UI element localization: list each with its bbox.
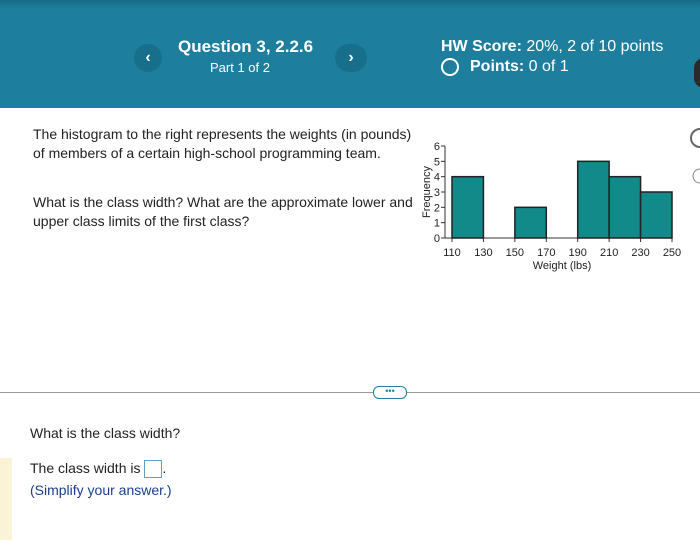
hw-score: HW Score: 20%, 2 of 10 points <box>441 38 663 56</box>
answer-prefix: The class width is <box>30 460 141 476</box>
x-tick-label: 170 <box>537 247 555 259</box>
answer-suffix: . <box>162 460 167 476</box>
hint: (Simplify your answer.) <box>30 482 172 498</box>
question-title: Question 3, 2.2.6 <box>178 37 314 56</box>
bar <box>639 191 673 239</box>
score-value: 20%, 2 of 10 points <box>526 38 664 55</box>
x-axis-label: Weight (lbs) <box>533 260 591 272</box>
side-icon[interactable] <box>692 168 700 184</box>
y-axis-label: Frequency <box>421 166 433 218</box>
x-tick-label: 250 <box>663 247 681 259</box>
bar <box>514 206 548 239</box>
x-tick-label: 230 <box>631 247 649 259</box>
score-label: HW Score: <box>441 38 522 55</box>
points: Points: 0 of 1 <box>470 58 569 76</box>
y-tick-label: 4 <box>434 172 440 184</box>
answer-prompt: What is the class width? <box>30 425 181 441</box>
part-label: Part 1 of 2 <box>210 60 270 75</box>
y-tick-label: 6 <box>434 141 440 153</box>
prev-button[interactable]: ‹ <box>134 44 162 72</box>
x-tick-label: 190 <box>569 247 587 259</box>
bar <box>451 175 485 239</box>
points-label: Points: <box>470 58 525 75</box>
x-tick-label: 150 <box>506 247 524 259</box>
question-text: What is the class width? What are the ap… <box>33 194 413 229</box>
side-icon[interactable] <box>690 128 700 148</box>
points-icon <box>441 58 459 76</box>
side-tab[interactable] <box>694 58 700 88</box>
y-tick-label: 3 <box>434 187 440 199</box>
y-tick-label: 2 <box>434 202 440 214</box>
answer-input[interactable] <box>144 460 163 479</box>
question-text: The histogram to the right represents th… <box>33 126 412 161</box>
expand-button[interactable]: ••• <box>373 386 407 399</box>
points-value: 0 of 1 <box>528 58 569 75</box>
x-tick-label: 210 <box>600 247 618 259</box>
active-marker <box>0 458 12 540</box>
y-tick-label: 1 <box>434 218 440 230</box>
next-button[interactable]: › <box>335 44 367 72</box>
header: ‹ Question 3, 2.2.6 Part 1 of 2 › HW Sco… <box>0 0 700 108</box>
y-tick-label: 5 <box>434 156 440 168</box>
answer-line: The class width is . <box>30 459 167 479</box>
x-tick-label: 110 <box>443 247 461 259</box>
y-tick-label: 0 <box>434 233 440 245</box>
x-tick-label: 130 <box>474 247 492 259</box>
bar <box>608 175 642 239</box>
divider <box>0 392 700 393</box>
bar <box>576 160 610 239</box>
